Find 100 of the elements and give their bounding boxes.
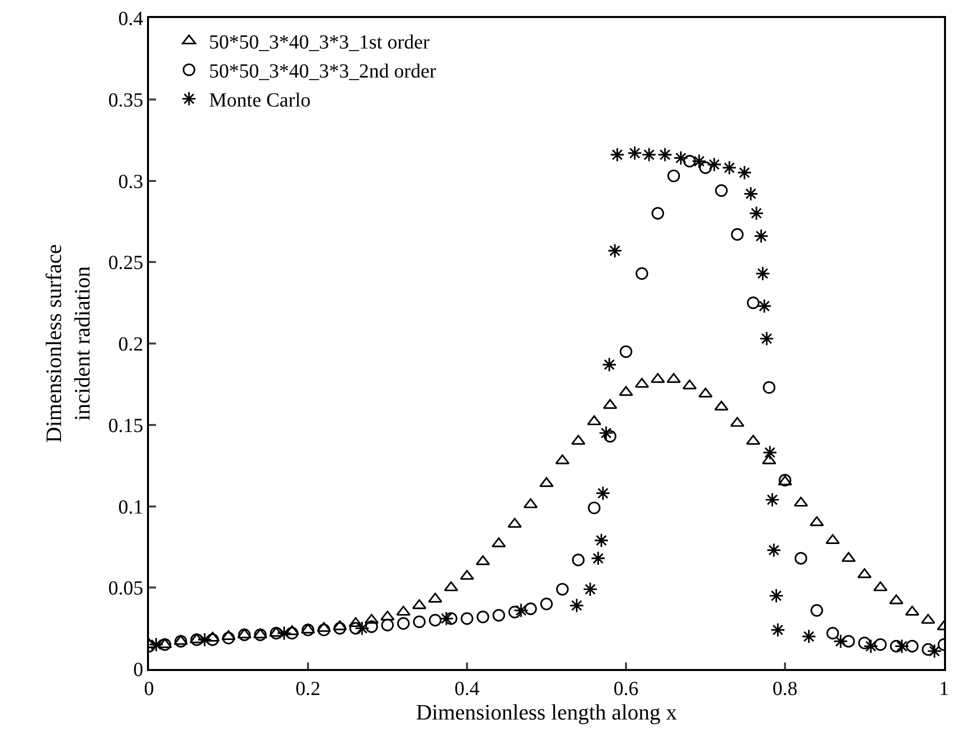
point [604,430,616,443]
y-tick-label: 0.15 [108,414,144,437]
x-tick-label: 1 [939,678,949,700]
point [652,207,664,220]
x-tick-label: 0.6 [614,678,638,700]
point [539,477,554,488]
point [190,633,204,644]
point [920,614,936,624]
point [413,616,426,628]
point [905,606,920,616]
point [743,186,758,202]
legend-label: 50*50_3*40_3*3_1st order [209,32,430,54]
point [508,606,521,618]
point [706,157,722,172]
point [731,228,744,241]
point [755,266,770,281]
point [364,614,379,624]
point [444,612,458,625]
point [514,603,528,618]
point [149,637,164,652]
point [699,161,712,174]
point [810,516,824,526]
point [863,638,878,654]
x-tick-label: 0.4 [454,678,480,700]
point [428,592,442,603]
legend-label: Monte Carlo [209,90,311,112]
point [607,243,622,258]
point [197,632,212,648]
point [889,594,904,604]
point [667,170,680,182]
point [508,518,522,528]
y-tick-label: 0.3 [118,170,144,193]
legend-label: 50*50_3*40_3*3_2nd order [209,60,437,83]
point [858,636,871,650]
point [569,598,584,613]
point [286,626,298,640]
point [572,554,585,566]
point [634,378,650,388]
point [540,598,553,610]
point [276,626,292,641]
point [602,357,617,372]
point [594,533,609,548]
point [334,622,346,635]
point [857,568,872,578]
point [658,147,672,162]
point [476,610,490,624]
point [673,150,688,166]
point [683,154,696,168]
point [770,622,786,638]
point [762,454,776,464]
point [874,638,887,651]
point [349,622,362,635]
point [906,640,918,653]
x-tick-label: 0.2 [296,678,320,700]
y-tick-label: 0.4 [118,8,144,30]
point [620,345,632,358]
y-tick-label: 0 [133,659,144,681]
point [332,620,347,630]
point [524,602,537,616]
point [428,614,442,626]
point [746,434,760,445]
point [842,635,855,648]
point [590,550,606,566]
point [610,147,625,162]
point [397,617,410,630]
point [890,640,903,653]
point [810,604,824,617]
point [444,581,458,592]
point [754,228,769,244]
point [460,570,474,580]
point [762,445,778,460]
point [381,618,394,632]
y-tick-label: 0.1 [118,496,144,518]
point [737,165,752,180]
point [238,628,251,642]
point [587,415,602,426]
point [492,537,506,548]
point [627,146,642,160]
point [748,206,764,221]
point [318,624,330,636]
point [715,184,728,197]
point [190,633,203,646]
point [922,643,934,656]
point [476,555,490,566]
y-tick-label: 0.05 [108,578,144,600]
point [158,638,172,648]
point [270,626,282,640]
point [365,620,378,633]
point [756,298,772,314]
point [746,296,760,310]
point [492,608,506,622]
point [730,416,744,427]
point [722,160,737,176]
point [826,626,839,640]
point [768,588,784,604]
point [523,498,538,508]
point [833,634,848,649]
point [794,496,808,507]
point [174,635,188,648]
point [460,612,474,625]
